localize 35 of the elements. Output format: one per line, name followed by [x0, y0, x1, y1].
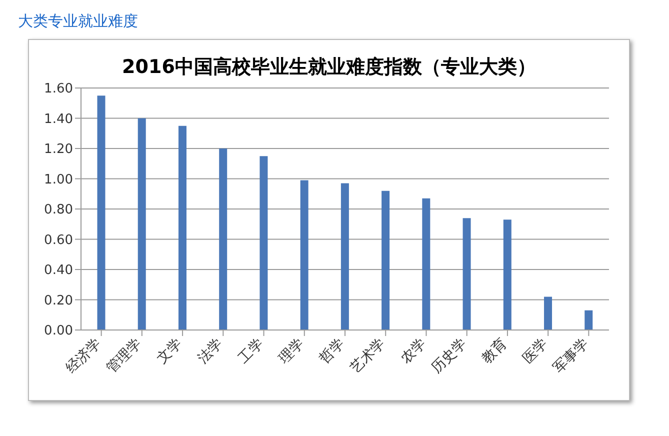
- y-tick-label: 0.60: [44, 232, 73, 248]
- x-tick-label: 哲学: [316, 336, 348, 367]
- x-tick-label: 教育: [478, 334, 510, 367]
- x-tick-label: 军事学: [550, 336, 592, 377]
- y-tick-label: 0.20: [44, 293, 73, 308]
- x-tick-label: 管理学: [104, 336, 145, 377]
- x-tick-label: 法学: [194, 336, 226, 367]
- bar: [300, 180, 308, 330]
- x-tick-label: 工学: [235, 336, 267, 367]
- bar: [462, 218, 471, 330]
- y-tick-label: 1.20: [44, 142, 73, 158]
- bar: [503, 220, 512, 330]
- text: 大类专业就业难度: [18, 12, 139, 31]
- x-tick-label: 理学: [276, 336, 308, 367]
- x-tick-label: 医学: [520, 336, 551, 367]
- x-tick-label: 艺术学: [347, 336, 388, 377]
- chart-title: 2016中国高校毕业生就业难度指数（专业大类）: [121, 55, 537, 80]
- bar: [340, 183, 349, 330]
- bar: [544, 296, 552, 330]
- bar: [584, 310, 593, 330]
- bar: [138, 118, 146, 330]
- bar: [97, 96, 106, 330]
- bar: [422, 198, 430, 330]
- bar: [260, 156, 268, 330]
- x-tick-label: 历史学: [428, 336, 470, 377]
- y-tick-label: 1.40: [44, 112, 73, 127]
- bar: [219, 148, 228, 330]
- bar: [382, 190, 390, 330]
- y-tick-label: 0.40: [44, 263, 73, 278]
- y-tick-label: 1.60: [44, 82, 73, 97]
- y-tick-label: 0.80: [44, 202, 73, 218]
- y-tick-label: 1.00: [44, 172, 73, 188]
- x-tick-label: 农学: [398, 336, 430, 367]
- x-tick-label: 文学: [154, 336, 186, 367]
- bar: [178, 126, 186, 330]
